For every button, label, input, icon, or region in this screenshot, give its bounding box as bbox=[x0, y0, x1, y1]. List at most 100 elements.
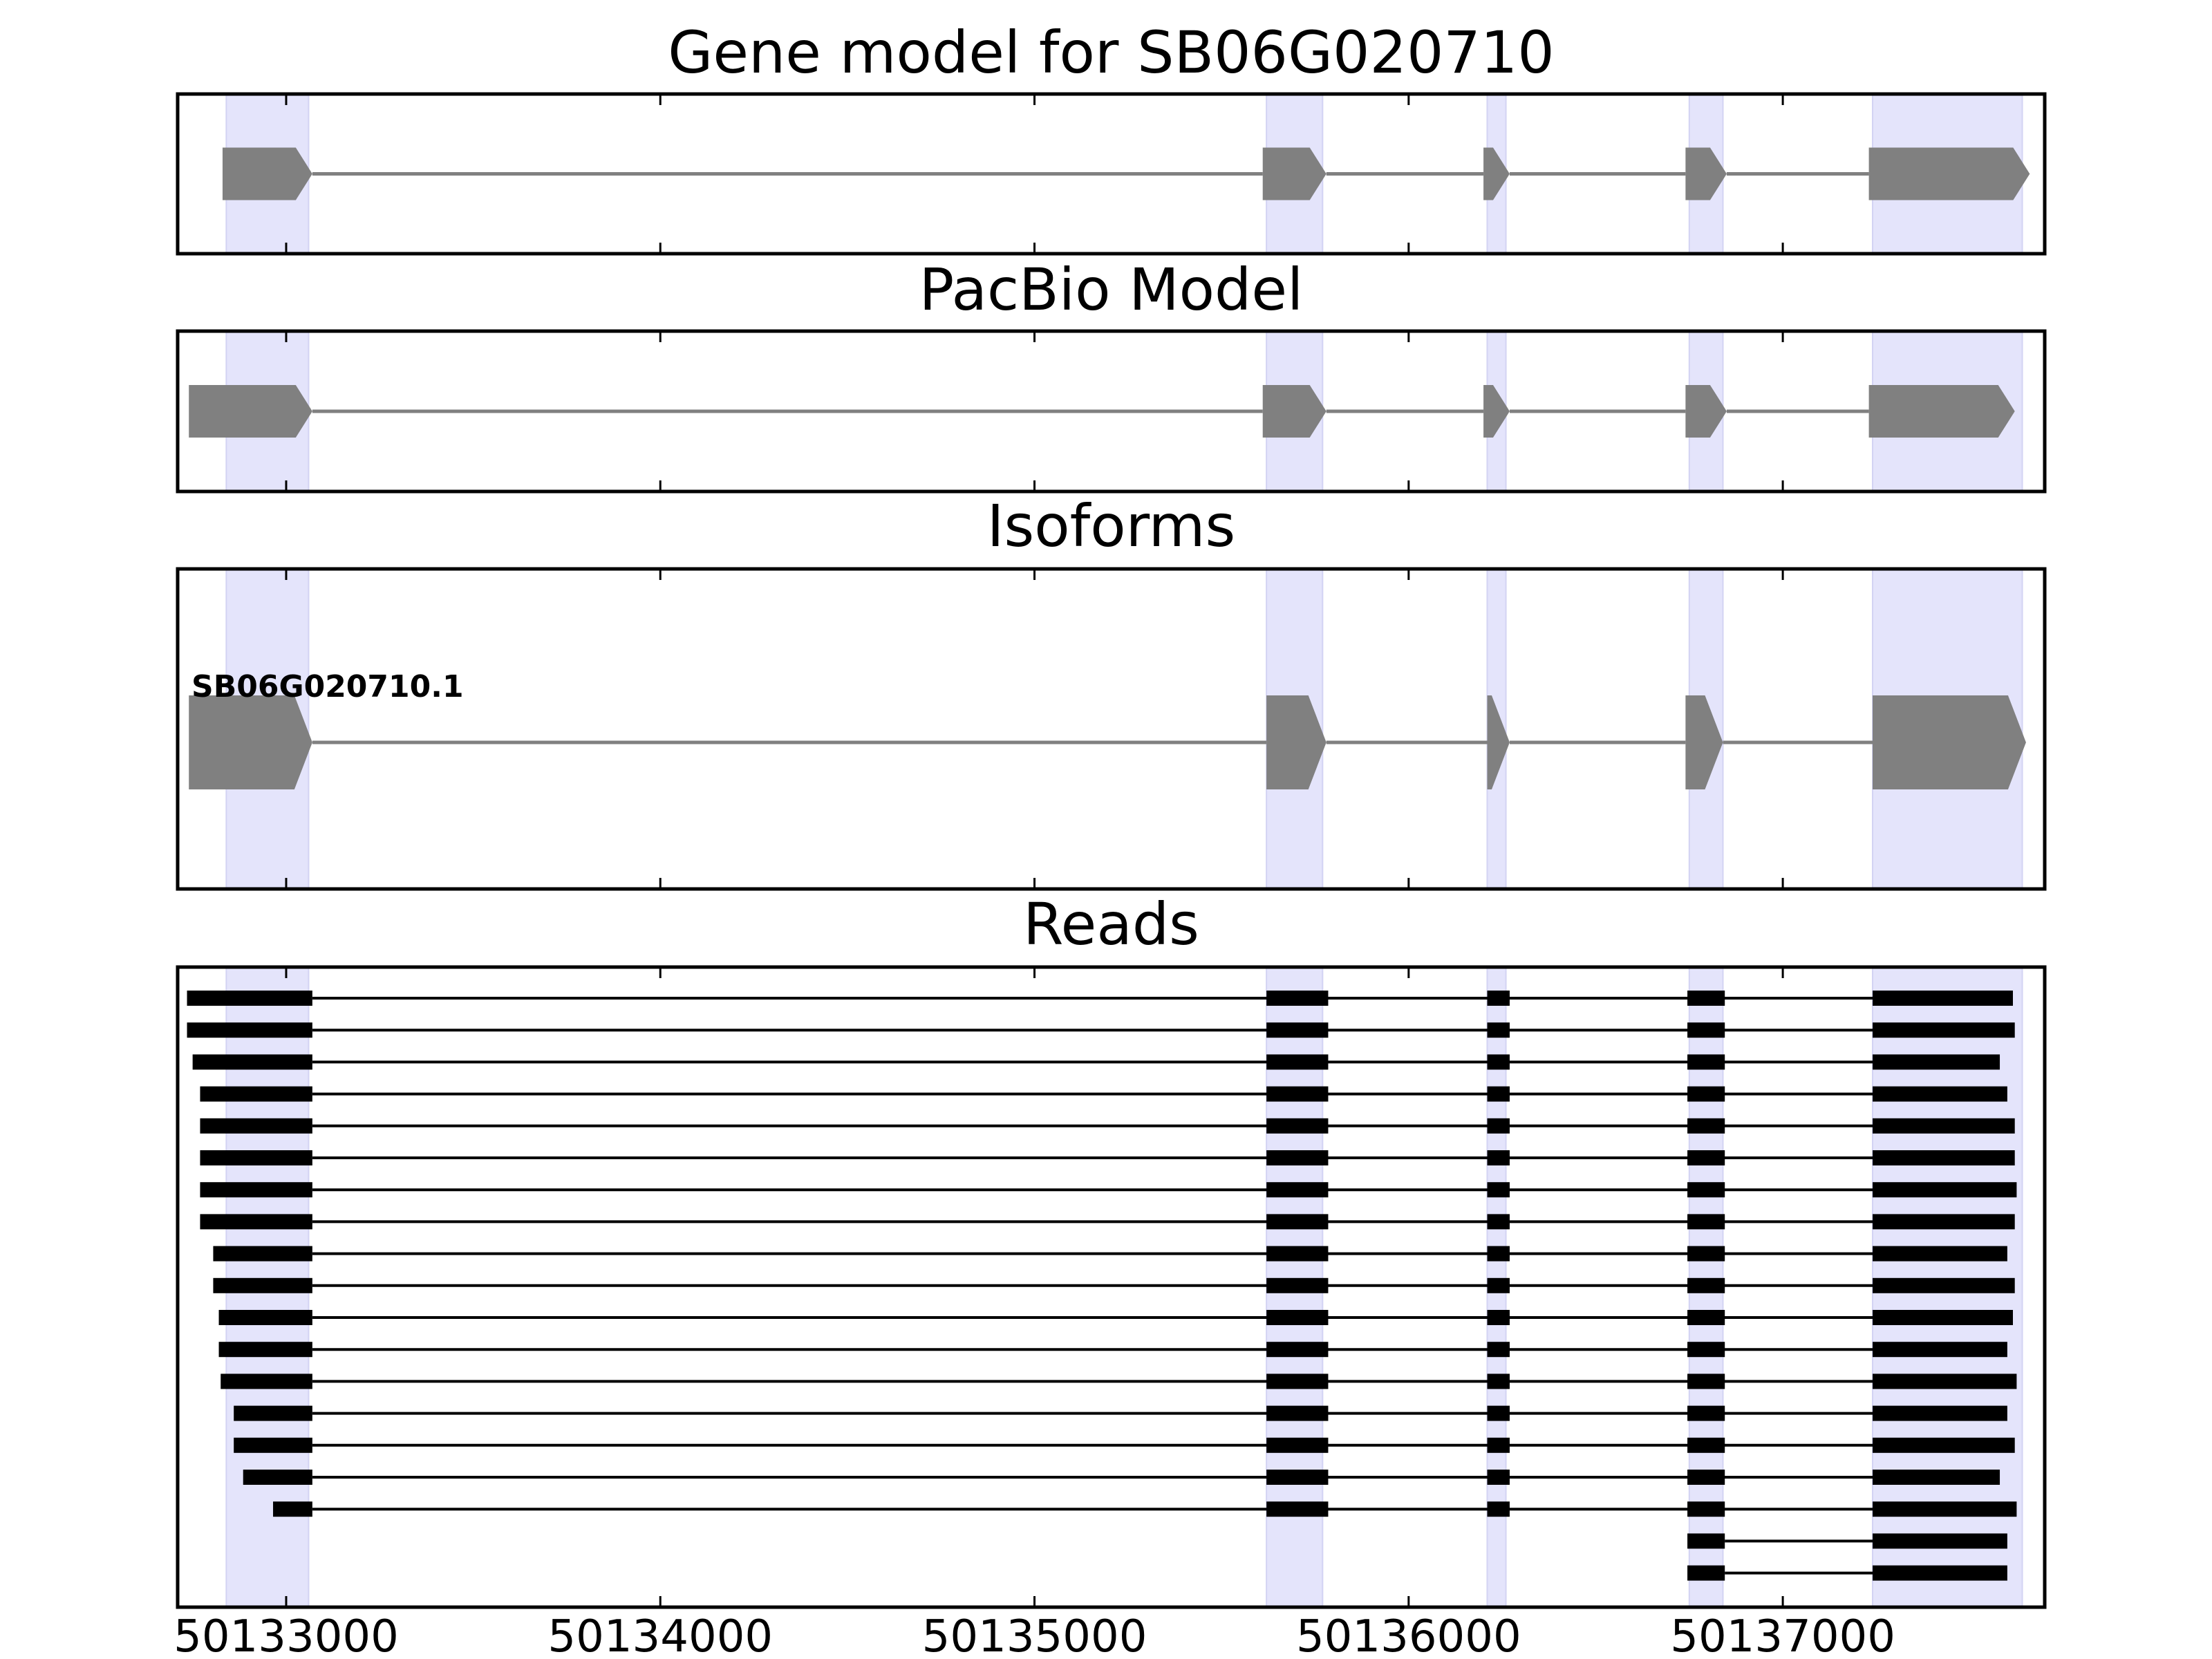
read-exon-block bbox=[1873, 1150, 2015, 1165]
read-exon-block bbox=[1873, 1086, 2007, 1102]
read bbox=[218, 1310, 2013, 1325]
read-exon-block bbox=[1487, 1214, 1510, 1230]
read-exon-block bbox=[1687, 1310, 1725, 1325]
read-exon-block bbox=[1873, 1277, 2015, 1293]
read bbox=[234, 1405, 2007, 1421]
panel-frame bbox=[176, 567, 2047, 891]
read-exon-block bbox=[1487, 1022, 1510, 1038]
read-exon-block bbox=[221, 1374, 312, 1389]
read-exon-block bbox=[1687, 1150, 1725, 1165]
read-exon-block bbox=[1487, 1437, 1510, 1453]
read bbox=[213, 1246, 2007, 1262]
read bbox=[200, 1182, 2017, 1198]
read-exon-block bbox=[1266, 1470, 1329, 1485]
read-exon-block bbox=[1687, 1437, 1725, 1453]
read-exon-block bbox=[1873, 1246, 2007, 1262]
read bbox=[200, 1118, 2015, 1134]
read-exon-block bbox=[1266, 1022, 1329, 1038]
read-exon-block bbox=[213, 1246, 312, 1262]
exon-block bbox=[1483, 147, 1510, 200]
x-tick-label: 50134000 bbox=[547, 1611, 773, 1659]
read-exon-block bbox=[1266, 1214, 1329, 1230]
read-exon-block bbox=[1687, 1533, 1725, 1549]
read-exon-block bbox=[1266, 1246, 1329, 1262]
read-exon-block bbox=[1266, 1342, 1329, 1358]
panel-frame bbox=[176, 329, 2047, 494]
read-exon-block bbox=[1266, 1277, 1329, 1293]
read bbox=[243, 1470, 2000, 1485]
read-exon-block bbox=[218, 1342, 312, 1358]
read-exon-block bbox=[1873, 1501, 2017, 1517]
read-exon-block bbox=[273, 1501, 312, 1517]
read-exon-block bbox=[1266, 1182, 1329, 1198]
read-exon-block bbox=[200, 1214, 312, 1230]
read-exon-block bbox=[1687, 1470, 1725, 1485]
read bbox=[187, 991, 2013, 1006]
read-exon-block bbox=[1687, 1214, 1725, 1230]
panel-title: Gene model for SB06G020710 bbox=[668, 19, 1554, 86]
read-exon-block bbox=[1873, 1437, 2015, 1453]
read bbox=[1687, 1533, 2007, 1549]
panel-frame bbox=[176, 92, 2047, 256]
read-exon-block bbox=[1487, 1374, 1510, 1389]
read bbox=[234, 1437, 2015, 1453]
isoform-label: SB06G020710.1 bbox=[191, 669, 464, 704]
read bbox=[200, 1150, 2015, 1165]
read-exon-block bbox=[1873, 1054, 2000, 1070]
read-exon-block bbox=[1487, 1470, 1510, 1485]
exon-block bbox=[1868, 147, 2030, 200]
read-exon-block bbox=[1873, 1405, 2007, 1421]
read-exon-block bbox=[234, 1437, 312, 1453]
read-exon-block bbox=[1266, 1374, 1329, 1389]
read bbox=[187, 1022, 2015, 1038]
exon-block bbox=[1262, 385, 1327, 438]
read-exon-block bbox=[218, 1310, 312, 1325]
read-exon-block bbox=[1266, 1118, 1329, 1134]
panel-title: Isoforms bbox=[987, 492, 1236, 560]
read-exon-block bbox=[1873, 1182, 2017, 1198]
read bbox=[200, 1214, 2015, 1230]
exon-block bbox=[1873, 695, 2026, 789]
exon-block bbox=[1262, 147, 1327, 200]
exon-block bbox=[1868, 385, 2015, 438]
exon-block bbox=[222, 147, 312, 200]
read-exon-block bbox=[187, 1022, 312, 1038]
read-exon-block bbox=[1687, 1054, 1725, 1070]
panel-frame bbox=[176, 965, 2047, 1609]
read-exon-block bbox=[1487, 1086, 1510, 1102]
read-exon-block bbox=[1266, 1437, 1329, 1453]
panel-2: PacBio Model bbox=[176, 256, 2047, 494]
read-exon-block bbox=[1687, 1565, 1725, 1581]
panel-1: Gene model for SB06G020710 bbox=[176, 19, 2047, 256]
read-exon-block bbox=[1487, 1277, 1510, 1293]
exon-block bbox=[189, 695, 312, 789]
x-tick-label: 50137000 bbox=[1670, 1611, 1895, 1659]
exon-block bbox=[1487, 695, 1510, 789]
read-exon-block bbox=[1487, 1182, 1510, 1198]
exon-block bbox=[1266, 695, 1327, 789]
read-exon-block bbox=[1687, 1277, 1725, 1293]
read-exon-block bbox=[1266, 1501, 1329, 1517]
read-exon-block bbox=[1266, 1150, 1329, 1165]
read bbox=[213, 1277, 2015, 1293]
read-exon-block bbox=[1687, 1374, 1725, 1389]
read-exon-block bbox=[234, 1405, 312, 1421]
plot-root: Gene model for SB06G020710 PacBio Model Is… bbox=[174, 19, 2047, 1659]
x-tick-label: 50133000 bbox=[174, 1611, 399, 1659]
x-tick-label: 50135000 bbox=[922, 1611, 1147, 1659]
read-exon-block bbox=[1873, 1310, 2013, 1325]
read-exon-block bbox=[200, 1118, 312, 1134]
gene-model bbox=[189, 385, 2015, 438]
read bbox=[1687, 1565, 2007, 1581]
panel-title: PacBio Model bbox=[919, 256, 1304, 324]
read-exon-block bbox=[243, 1470, 312, 1485]
read bbox=[221, 1374, 2017, 1389]
read-exon-block bbox=[213, 1277, 312, 1293]
read bbox=[192, 1054, 2000, 1070]
gene-model bbox=[222, 147, 2030, 200]
exon-block bbox=[189, 385, 312, 438]
read-exon-block bbox=[1487, 1150, 1510, 1165]
read-exon-block bbox=[187, 991, 312, 1006]
panel-4: Reads bbox=[176, 890, 2047, 1609]
read-exon-block bbox=[1487, 1405, 1510, 1421]
